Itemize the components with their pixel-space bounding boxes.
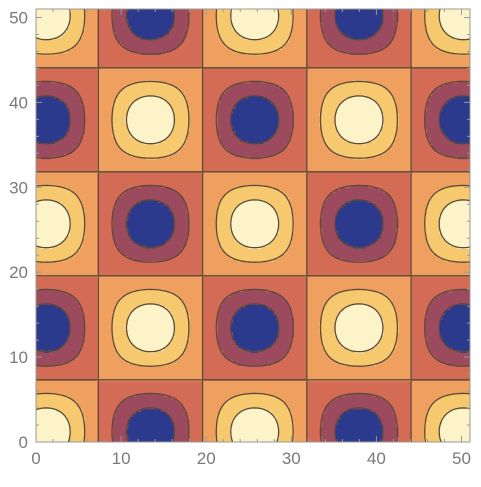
y-tick-label-10: 10 bbox=[9, 348, 28, 367]
y-tick-label-40: 40 bbox=[9, 93, 28, 112]
y-tick-label-50: 50 bbox=[9, 8, 28, 27]
x-tick-label-30: 30 bbox=[282, 449, 301, 468]
axes-layer: 0 10 20 30 40 50 0 10 20 30 40 50 bbox=[9, 8, 471, 468]
x-tick-label-40: 40 bbox=[367, 449, 386, 468]
contour-band-3 bbox=[36, 9, 470, 442]
x-tick-label-50: 50 bbox=[452, 449, 471, 468]
contour-line-3 bbox=[36, 9, 470, 442]
contour-line-2 bbox=[36, 9, 470, 442]
contour-line-1 bbox=[36, 9, 470, 442]
contour-line-0 bbox=[36, 9, 470, 442]
plot-area bbox=[36, 9, 470, 442]
x-tick-label-0: 0 bbox=[31, 449, 40, 468]
x-tick-label-10: 10 bbox=[112, 449, 131, 468]
x-tick-label-20: 20 bbox=[197, 449, 216, 468]
y-tick-label-30: 30 bbox=[9, 178, 28, 197]
plot-frame bbox=[35, 8, 471, 443]
contour-band-5 bbox=[36, 9, 470, 442]
y-tick-label-20: 20 bbox=[9, 263, 28, 282]
y-tick-label-0: 0 bbox=[19, 433, 28, 452]
